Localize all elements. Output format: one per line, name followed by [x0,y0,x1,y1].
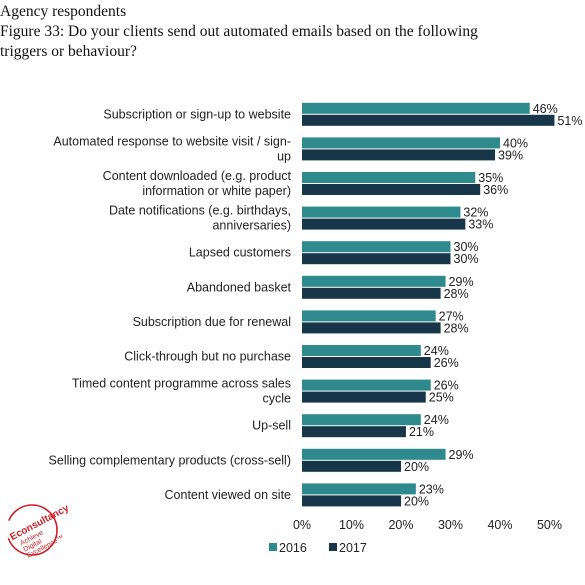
x-tick-label: 10% [339,518,364,532]
data-label-2017: 26% [434,356,459,370]
bar-2017 [302,114,555,126]
legend-swatch-2016 [269,543,277,551]
bar-2016 [302,448,446,460]
bar-2017 [302,426,406,438]
econsultancy-logo: Econsultancy Achieve Digital Excellence™ [6,503,71,560]
bar-2016 [302,172,476,183]
data-label-2016: 35% [478,171,503,185]
bar-2017 [302,218,466,230]
data-label-2017: 39% [498,148,523,162]
bar-2017 [302,495,401,507]
bar-2016 [302,379,431,391]
data-label-2016: 23% [419,482,444,496]
category-label: Abandoned basket [187,280,292,294]
x-tick-label: 50% [537,518,562,532]
category-label: Date notifications (e.g. birthdays, [109,204,291,218]
respondent-group-label: Agency respondents [0,3,127,20]
data-label-2017: 28% [444,321,469,335]
data-label-2016: 32% [463,206,488,220]
data-label-2017: 36% [483,183,508,197]
bar-2017 [302,322,441,334]
category-label: Selling complementary products (cross-se… [49,453,291,467]
x-tick-label: 40% [487,518,512,532]
bar-2016 [302,241,451,253]
category-label: Timed content programme across sales [72,377,291,391]
bar-2016 [302,414,421,426]
category-label: anniversaries) [212,219,291,233]
bar-2017 [302,287,441,299]
bar-2017 [302,184,481,195]
bar-2017 [302,460,401,472]
category-label: Content downloaded (e.g. product [103,169,292,183]
data-label-2016: 46% [533,102,558,116]
data-label-2016: 26% [434,379,459,393]
category-label: Lapsed customers [189,246,291,260]
legend-label-2016: 2016 [279,541,307,555]
data-label-2017: 21% [409,425,434,439]
legend-label-2017: 2017 [339,541,367,555]
data-label-2016: 29% [449,275,474,289]
data-label-2016: 30% [454,240,479,254]
bar-2016 [302,345,421,356]
category-label: Content viewed on site [165,488,292,502]
category-label: Up-sell [252,419,291,433]
bar-2016 [302,275,446,287]
category-label: cycle [263,392,292,406]
data-label-2016: 24% [424,413,449,427]
bar-2017 [302,149,496,161]
bar-2016 [302,483,416,495]
bar-2016 [302,102,530,114]
chart-heading: Agency respondents Figure 33: Do your cl… [0,2,585,62]
data-label-2017: 30% [454,252,479,266]
bar-2016 [302,206,461,218]
category-label: up [277,149,291,163]
figure-question-line-2: triggers or behaviour? [0,43,137,60]
category-label: Subscription due for renewal [133,315,291,329]
x-tick-label: 30% [438,518,463,532]
data-label-2016: 40% [503,136,528,150]
bar-2017 [302,253,451,265]
data-label-2017: 51% [557,114,582,128]
data-label-2017: 20% [404,460,429,474]
data-label-2016: 24% [424,344,449,358]
legend-swatch-2017 [329,543,337,551]
data-label-2016: 29% [449,448,474,462]
x-tick-label: 20% [388,518,413,532]
data-label-2017: 28% [444,287,469,301]
category-label: information or white paper) [142,184,291,198]
bar-2016 [302,310,436,322]
bar-2016 [302,137,500,149]
x-tick-label: 0% [293,518,311,532]
category-label: Automated response to website visit / si… [53,134,291,148]
category-label: Click-through but no purchase [124,350,291,364]
data-label-2016: 27% [439,309,464,323]
data-label-2017: 25% [429,391,454,405]
data-label-2017: 20% [404,494,429,508]
bar-2017 [302,357,431,368]
category-label: Subscription or sign-up to website [103,107,291,121]
figure-question-line-1: Figure 33: Do your clients send out auto… [0,23,478,40]
data-label-2017: 33% [468,218,493,232]
bar-2017 [302,391,426,403]
